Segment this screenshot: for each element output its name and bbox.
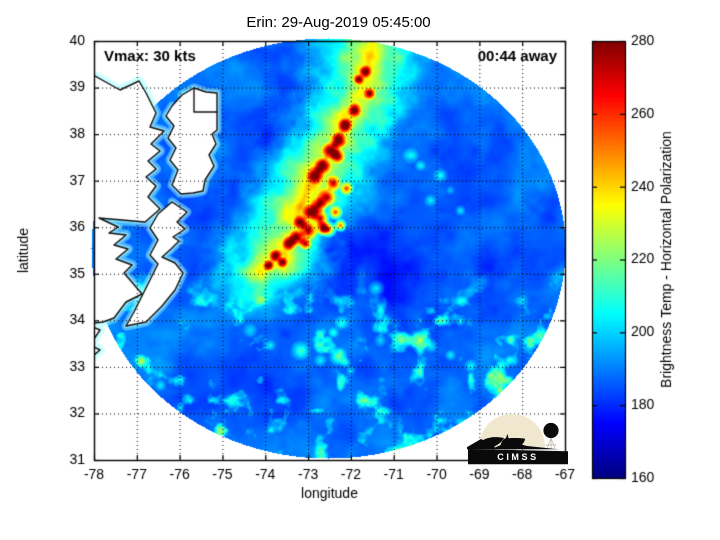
svg-text:CIMSS: CIMSS xyxy=(497,452,539,462)
